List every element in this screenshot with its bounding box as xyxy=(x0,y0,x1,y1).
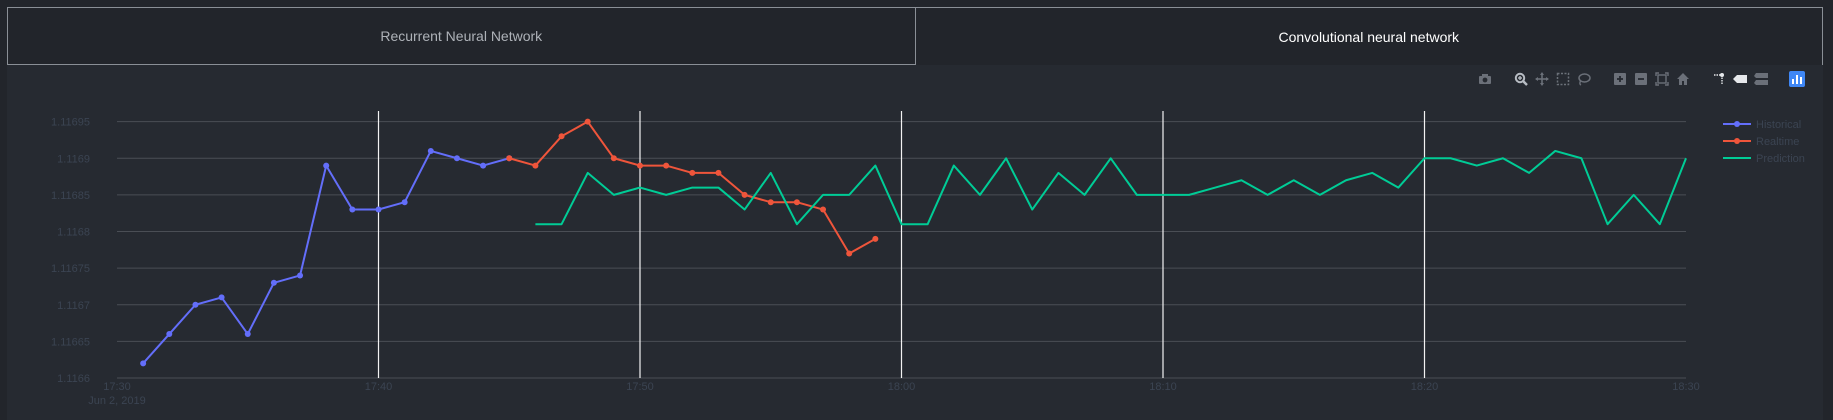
x-tick-label: 17:40 xyxy=(365,381,393,393)
series-line-prediction xyxy=(535,149,1687,226)
legend-item-historical[interactable]: Historical xyxy=(1723,119,1801,131)
box-select-icon[interactable] xyxy=(1555,71,1571,87)
lasso-select-icon[interactable] xyxy=(1576,71,1592,87)
data-point[interactable] xyxy=(637,162,643,169)
data-point[interactable] xyxy=(846,250,853,257)
data-point[interactable] xyxy=(689,169,696,176)
data-point[interactable] xyxy=(427,147,434,154)
legend-label: Realtime xyxy=(1756,136,1799,148)
legend-label: Historical xyxy=(1756,119,1801,131)
series-historical[interactable] xyxy=(140,147,513,367)
tick-layer: 1.1166 1.11665 1.1167 1.11675 1.1168 1.11685 1… xyxy=(51,117,1700,407)
series-prediction[interactable] xyxy=(535,149,1687,226)
data-point[interactable] xyxy=(192,301,199,308)
x-tick-sublabel: Jun 2, 2019 xyxy=(88,395,146,407)
y-tick-label: 1.11685 xyxy=(51,190,90,202)
series-line-historical xyxy=(142,149,510,365)
tab-cnn[interactable]: Convolutional neural network xyxy=(915,7,1823,65)
zoom-in-icon[interactable] xyxy=(1612,71,1628,87)
data-point[interactable] xyxy=(793,199,800,206)
data-point[interactable] xyxy=(663,162,670,169)
data-point[interactable] xyxy=(401,199,408,206)
y-tick-label: 1.1169 xyxy=(57,153,90,165)
x-tick-label: 18:30 xyxy=(1672,381,1700,393)
tab-rnn-label: Recurrent Neural Network xyxy=(380,28,543,44)
zoom-icon[interactable] xyxy=(1513,71,1529,87)
x-tick-label: 17:50 xyxy=(626,381,654,393)
plotly-logo-icon[interactable] xyxy=(1789,71,1805,87)
x-tick-label: 18:10 xyxy=(1149,381,1177,393)
pan-icon[interactable] xyxy=(1534,71,1550,87)
zoom-out-icon[interactable] xyxy=(1633,71,1649,87)
legend: Historical Realtime Prediction xyxy=(1723,119,1805,165)
data-point[interactable] xyxy=(872,235,879,242)
data-point[interactable] xyxy=(297,272,304,279)
legend-item-realtime[interactable]: Realtime xyxy=(1723,136,1799,148)
data-point[interactable] xyxy=(323,162,330,169)
y-tick-label: 1.11675 xyxy=(51,263,90,275)
hover-closest-icon[interactable] xyxy=(1732,71,1748,87)
data-point[interactable] xyxy=(480,162,487,169)
camera-icon[interactable] xyxy=(1477,71,1493,87)
data-point[interactable] xyxy=(140,360,147,367)
autoscale-icon[interactable] xyxy=(1654,71,1670,87)
series-realtime[interactable] xyxy=(506,118,879,257)
tab-rnn[interactable]: Recurrent Neural Network xyxy=(7,7,916,65)
data-point[interactable] xyxy=(166,331,173,338)
hover-compare-icon[interactable] xyxy=(1753,71,1769,87)
data-point[interactable] xyxy=(820,206,827,213)
tab-bar: Recurrent Neural Network Convolutional n… xyxy=(7,7,1823,65)
data-point[interactable] xyxy=(244,331,251,338)
data-point[interactable] xyxy=(558,133,565,140)
legend-label: Prediction xyxy=(1756,153,1805,165)
x-tick-label: 18:00 xyxy=(888,381,916,393)
data-point[interactable] xyxy=(506,155,513,162)
reset-axes-icon[interactable] xyxy=(1675,71,1691,87)
data-point[interactable] xyxy=(741,191,748,198)
data-point[interactable] xyxy=(218,294,225,301)
data-point[interactable] xyxy=(610,155,617,162)
plot-area xyxy=(7,65,1823,420)
y-tick-label: 1.1168 xyxy=(57,227,90,239)
y-tick-label: 1.11665 xyxy=(51,336,90,348)
y-tick-label: 1.11695 xyxy=(51,117,90,129)
data-point[interactable] xyxy=(375,206,382,213)
spike-lines-icon[interactable] xyxy=(1711,71,1727,87)
modebar xyxy=(1477,71,1805,87)
x-tick-label: 18:20 xyxy=(1411,381,1439,393)
legend-item-prediction[interactable]: Prediction xyxy=(1723,153,1805,165)
y-tick-label: 1.1166 xyxy=(57,373,90,385)
data-point[interactable] xyxy=(715,169,722,176)
series-layer xyxy=(140,118,1687,367)
x-tick-label: 17:30 xyxy=(103,381,131,393)
data-point[interactable] xyxy=(584,118,591,125)
data-point[interactable] xyxy=(349,206,356,213)
tab-cnn-label: Convolutional neural network xyxy=(1278,28,1460,45)
grid-layer xyxy=(117,111,1686,379)
y-tick-label: 1.1167 xyxy=(57,300,90,312)
data-point[interactable] xyxy=(453,155,460,162)
data-point[interactable] xyxy=(767,199,774,206)
data-point[interactable] xyxy=(532,162,539,169)
data-point[interactable] xyxy=(270,279,277,286)
